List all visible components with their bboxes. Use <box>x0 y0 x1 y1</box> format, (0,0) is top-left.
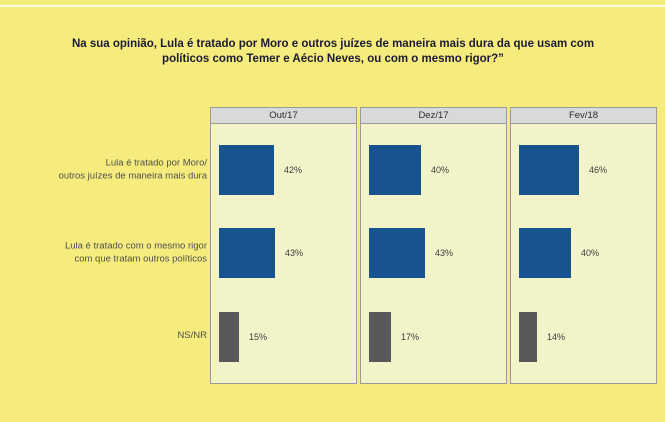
category-label: NS/NR <box>177 329 207 341</box>
category-label: Lula é tratado por Moro/ outros juízes d… <box>58 157 207 182</box>
panel-body: 46% 40% 14% <box>511 124 656 368</box>
chart-panel: Dez/17 40% 43% 17% <box>360 107 507 384</box>
poll-question-title: Na sua opinião, Lula é tratado por Moro … <box>71 38 595 65</box>
bar <box>219 145 274 195</box>
bar <box>369 228 425 278</box>
category-label: Lula é tratado com o mesmo rigor com que… <box>64 240 207 265</box>
value-label: 40% <box>581 248 600 258</box>
value-label: 40% <box>431 165 450 175</box>
panel-body: 42% 43% 15% <box>211 124 356 368</box>
bar <box>519 312 537 362</box>
value-label: 43% <box>435 248 454 258</box>
panel-body: 40% 43% 17% <box>361 124 506 368</box>
value-label: 14% <box>547 332 566 342</box>
panel-header: Fev/18 <box>511 108 656 124</box>
panel-header: Out/17 <box>211 108 356 124</box>
bar <box>369 145 421 195</box>
bar <box>519 228 571 278</box>
chart-panel: Fev/18 46% 40% 14% <box>510 107 657 384</box>
value-label: 46% <box>589 165 608 175</box>
bar <box>219 228 275 278</box>
value-label: 43% <box>285 248 304 258</box>
value-label: 42% <box>284 165 303 175</box>
value-label: 15% <box>249 332 268 342</box>
bar <box>219 312 239 362</box>
chart-panel: Out/17 42% 43% 15% <box>210 107 357 384</box>
top-divider-line <box>0 5 665 7</box>
bar <box>519 145 579 195</box>
bar <box>369 312 391 362</box>
value-label: 17% <box>401 332 420 342</box>
panel-header: Dez/17 <box>361 108 506 124</box>
